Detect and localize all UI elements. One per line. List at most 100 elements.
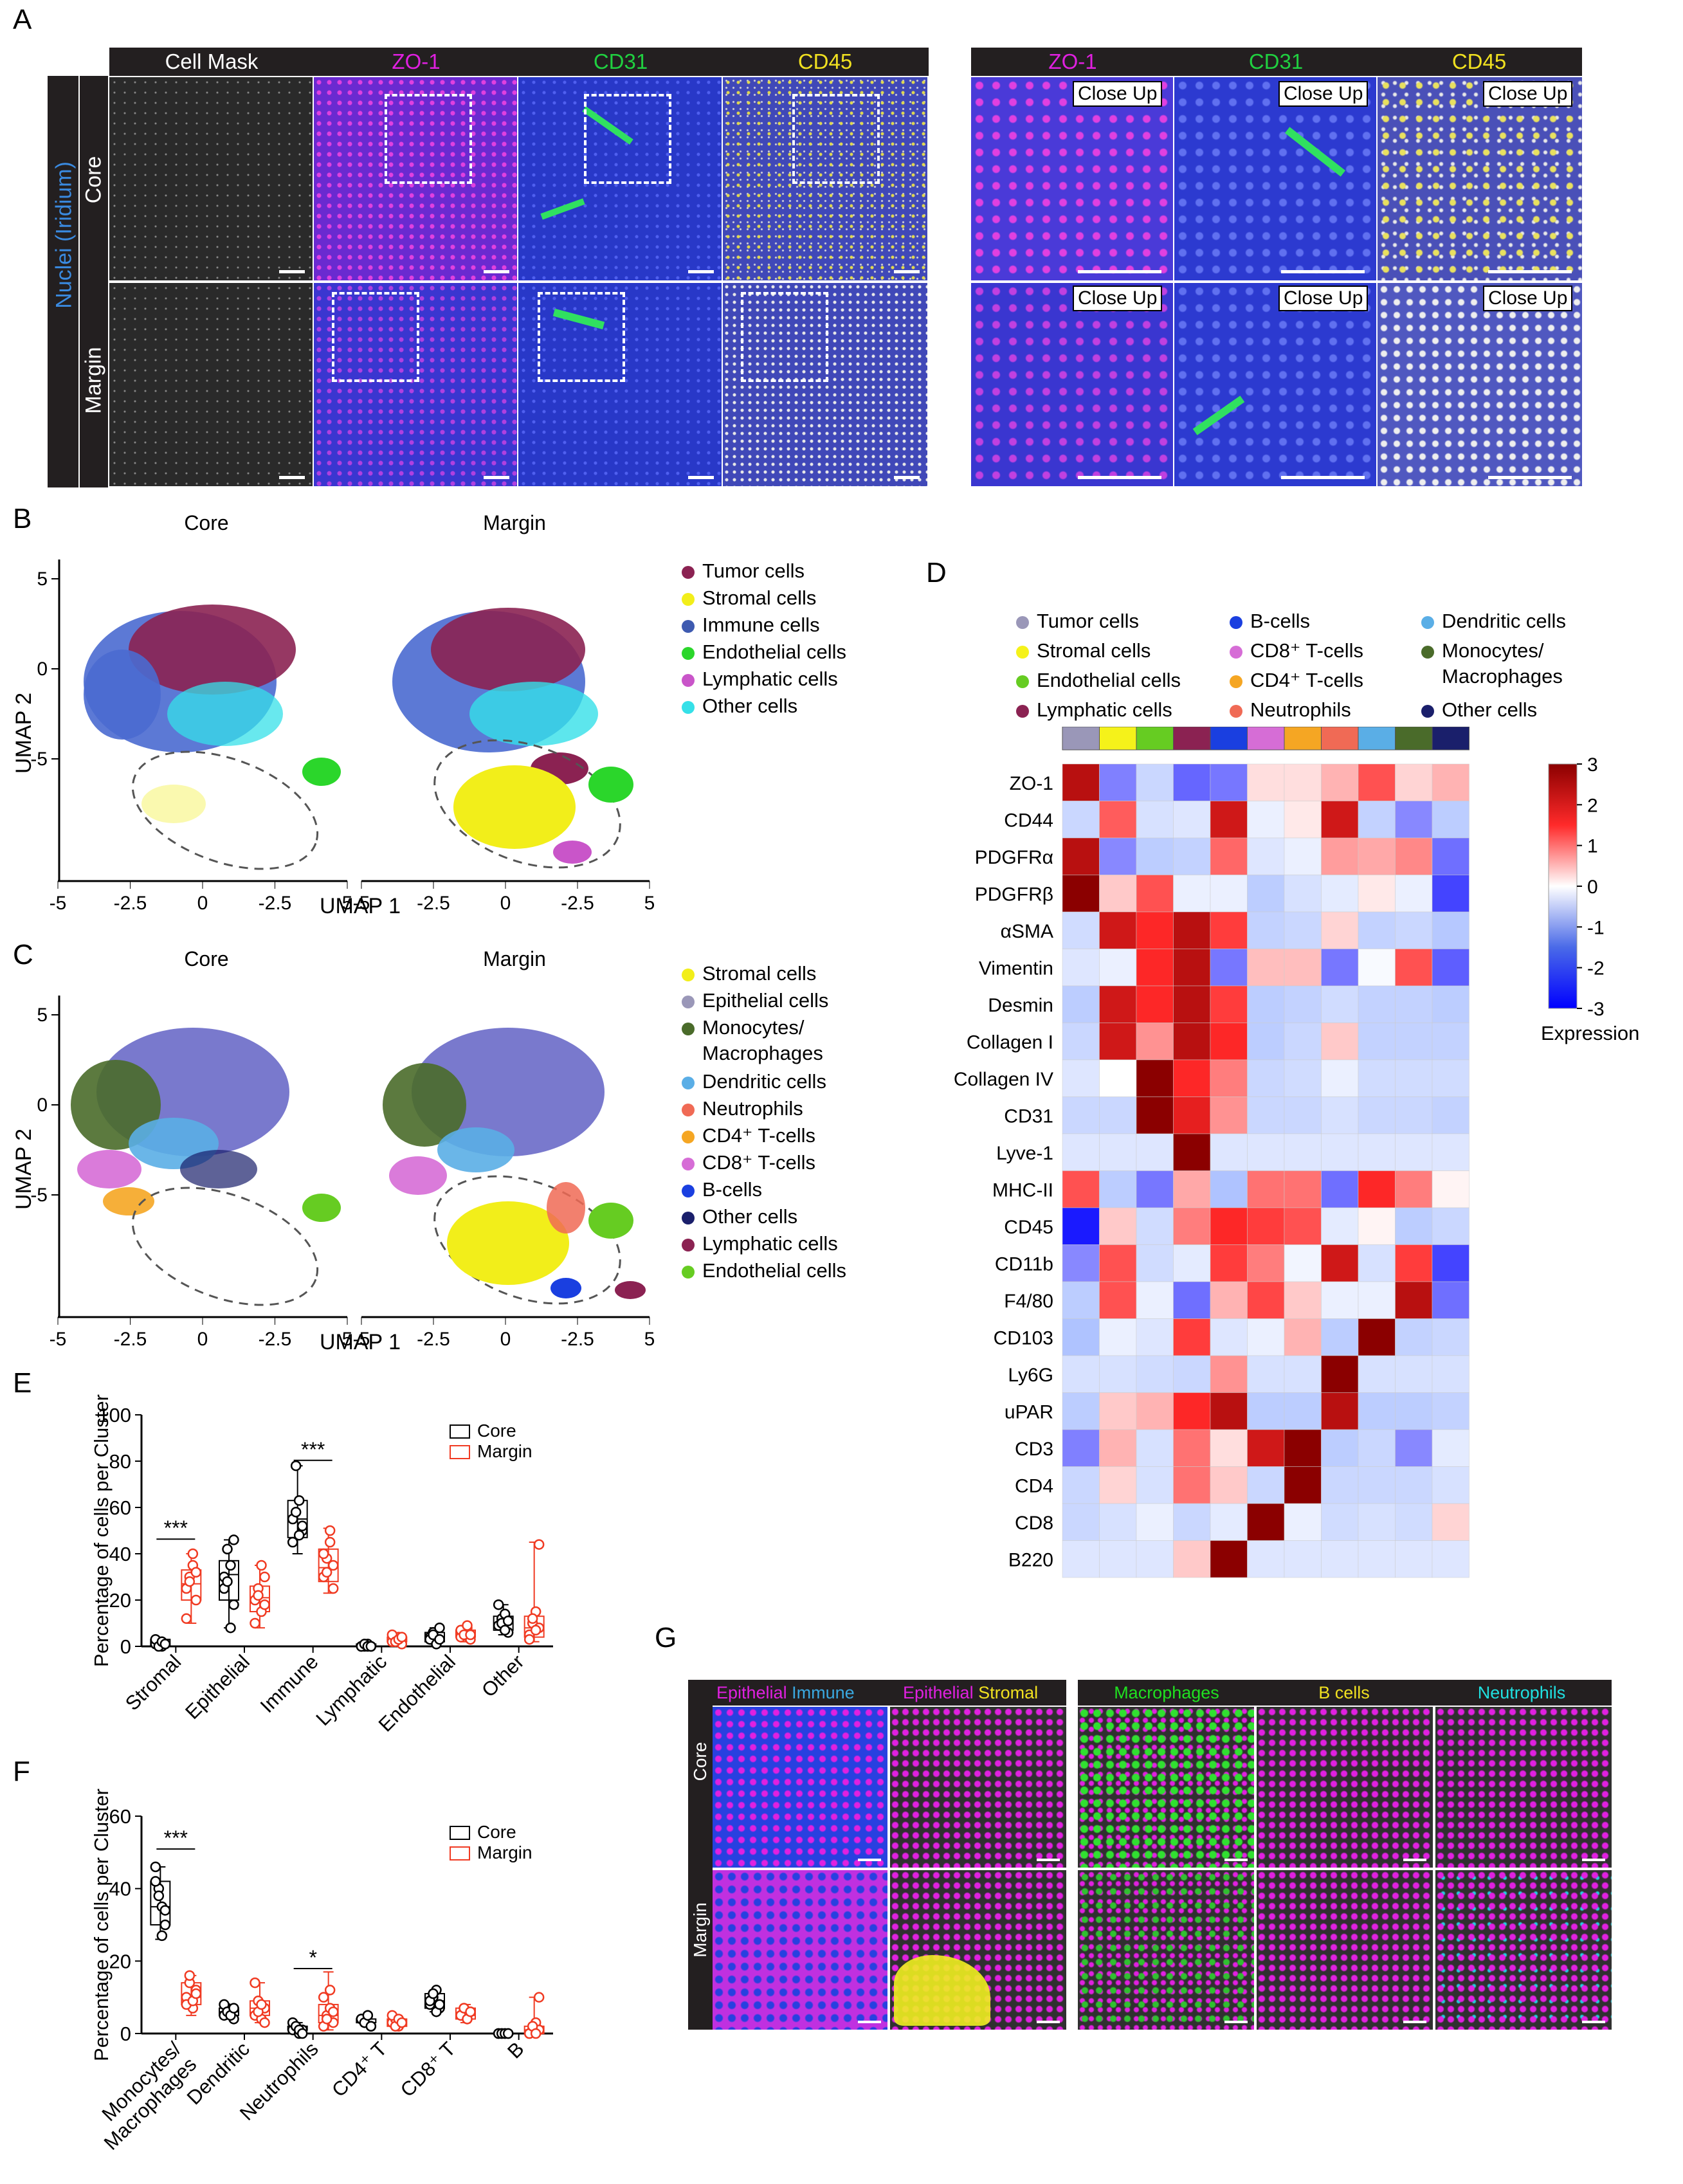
data-point: [527, 1613, 538, 1624]
heatmap-cell: [1247, 1207, 1285, 1245]
cluster-stromal: [141, 785, 206, 823]
heatmap-cell: [1173, 763, 1211, 801]
g-epi-immune-core: [713, 1707, 887, 1868]
legend-dot: [682, 1211, 695, 1224]
umap-c-ylabel: UMAP 2: [12, 1129, 36, 1210]
roi-box: [538, 292, 625, 382]
heatmap-cell: [1099, 801, 1137, 839]
scale-bar: [1078, 476, 1161, 479]
heatmap-row-label: Lyve-1: [996, 1143, 1053, 1164]
row-label-margin-a: Margin: [81, 347, 106, 414]
heatmap-row-label: Vimentin: [979, 958, 1053, 979]
heatmap-cell: [1247, 1133, 1285, 1171]
heatmap-cell: [1432, 837, 1469, 875]
column-color-key: [1284, 727, 1322, 751]
cluster-cd8: [389, 1156, 447, 1195]
heatmap-cell: [1210, 1355, 1248, 1393]
heatmap-cell: [1321, 985, 1359, 1023]
data-point: [222, 1543, 233, 1555]
g-macrophages-core: [1078, 1707, 1254, 1868]
column-color-key: [1395, 727, 1433, 751]
heatmap-cell: [1136, 1023, 1174, 1060]
heatmap-cell: [1136, 1429, 1174, 1467]
data-point: [184, 1970, 196, 1981]
column-color-key: [1099, 727, 1137, 751]
heatmap-cell: [1395, 1503, 1433, 1541]
heatmap-cell: [1321, 1023, 1359, 1060]
heatmap-cell: [1136, 1318, 1174, 1356]
heatmap-cell: [1432, 1355, 1469, 1393]
heatmap-cell: [1432, 1503, 1469, 1541]
legend-dot: [682, 1265, 695, 1279]
umap-b: Core Margin UMAP 2 UMAP 1 -5 -2.5 0 -2.5 5 -5…: [12, 511, 655, 918]
significance-label: ***: [301, 1438, 325, 1461]
data-point: [296, 2028, 308, 2039]
heatmap-cell: [1210, 1318, 1248, 1356]
heatmap-cell: [1247, 1023, 1285, 1060]
heatmap-row-label: CD3: [1015, 1439, 1053, 1460]
panel-b-label: B: [13, 503, 32, 534]
scale-bar: [279, 476, 305, 479]
panel-g-label: G: [655, 1622, 677, 1653]
closeup-cd45-margin: [1378, 283, 1582, 486]
data-point: [181, 1613, 192, 1624]
heatmap-cell: [1432, 1023, 1469, 1060]
scale-bar: [1078, 270, 1161, 273]
colorbar-title: Expression: [1541, 1022, 1639, 1044]
x-tick-label: Epithelial: [181, 1650, 254, 1724]
heatmap-cell: [1395, 763, 1433, 801]
closeup-tag: Close Up: [1073, 81, 1163, 107]
legend-dot: [1230, 645, 1242, 659]
x-tick-label-line: Stromal: [121, 1650, 185, 1715]
stromal-outline: [131, 1187, 319, 1306]
heatmap-cell: [1062, 1244, 1100, 1282]
heatmap-cell: [1321, 1503, 1359, 1541]
data-point: [530, 2028, 541, 2039]
g-epi-stromal-core: [890, 1707, 1066, 1868]
closeup-tag: Close Up: [1483, 286, 1573, 311]
heatmap-cell: [1395, 911, 1433, 949]
heatmap-cell: [1062, 1540, 1100, 1578]
heatmap-cell: [1395, 1244, 1433, 1282]
heatmap-cell: [1432, 1540, 1469, 1578]
heatmap-cell: [1247, 1244, 1285, 1282]
heatmap-cell: [1173, 949, 1211, 987]
heatmap-cell: [1432, 1318, 1469, 1356]
legend-dot: [682, 1022, 695, 1035]
scale-bar: [1403, 2021, 1426, 2023]
umap-b-title-core: Core: [184, 511, 228, 534]
data-point: [396, 1632, 408, 1643]
heatmap-cell: [1099, 985, 1137, 1023]
heatmap-cell: [1284, 1540, 1322, 1578]
data-point: [324, 1536, 336, 1548]
heatmap-cell: [1173, 1540, 1211, 1578]
legend-dot: [682, 1157, 695, 1170]
heatmap-cell: [1173, 1023, 1211, 1060]
heatmap-cell: [1210, 1133, 1248, 1171]
heatmap-cell: [1321, 911, 1359, 949]
heatmap-cell: [1395, 949, 1433, 987]
heatmap-cell: [1321, 801, 1359, 839]
column-color-key: [1173, 727, 1211, 751]
data-point: [156, 1930, 168, 1942]
x-tick-label: -5: [353, 1329, 370, 1350]
heatmap-row-label: CD11b: [995, 1253, 1053, 1275]
heatmap: ZO-1 CD44 PDGFRα PDGFRβ αSMA Vimentin Desmin Co…: [954, 727, 1639, 1578]
heatmap-cell: [1432, 1097, 1469, 1134]
data-point: [327, 1583, 339, 1594]
heatmap-cell: [1173, 1429, 1211, 1467]
heatmap-cell: [1358, 801, 1396, 839]
heatmap-cell: [1358, 763, 1396, 801]
heatmap-cell: [1099, 1170, 1137, 1208]
legend-swatch: [450, 1826, 470, 1840]
legend-item: Tumor cells: [682, 560, 805, 583]
heatmap-row-label: MHC-II: [992, 1179, 1053, 1201]
closeup-cd45-core: [1378, 77, 1582, 280]
legend-item: Epithelial cells: [682, 989, 828, 1012]
scale-bar: [1281, 476, 1365, 479]
heatmap-cell: [1321, 1281, 1359, 1319]
heatmap-cell: [1173, 1281, 1211, 1319]
heatmap-cell: [1247, 1429, 1285, 1467]
cluster-endothelial: [302, 1194, 341, 1222]
heatmap-cell: [1395, 1023, 1433, 1060]
